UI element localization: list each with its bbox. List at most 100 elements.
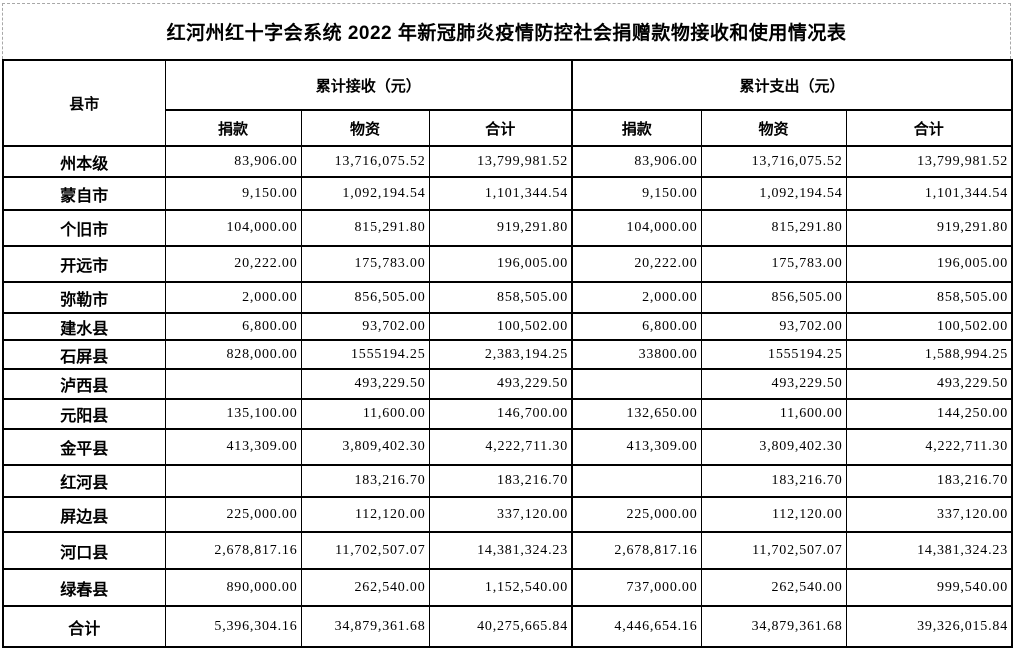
recv-total-cell: 196,005.00 xyxy=(428,245,573,283)
recv-goods-cell: 183,216.70 xyxy=(300,464,430,498)
spend-goods-cell: 1555194.25 xyxy=(700,339,847,370)
spend-goods-cell: 183,216.70 xyxy=(700,464,847,498)
spend-donation-cell: 9,150.00 xyxy=(571,176,702,211)
header-spend-total: 合计 xyxy=(845,109,1013,147)
county-name: 建水县 xyxy=(2,312,166,341)
spend-donation-cell: 83,906.00 xyxy=(571,145,702,178)
spend-total-cell: 999,540.00 xyxy=(845,568,1013,607)
county-name: 金平县 xyxy=(2,428,166,466)
recv-donation-cell: 5,396,304.16 xyxy=(164,605,302,648)
county-name: 石屏县 xyxy=(2,339,166,370)
recv-goods-cell: 34,879,361.68 xyxy=(300,605,430,648)
table-header: 县市 累计接收（元） 累计支出（元） 捐款 物资 合计 捐款 物资 合计 xyxy=(2,59,1013,147)
county-name: 屏边县 xyxy=(2,496,166,533)
recv-goods-cell: 856,505.00 xyxy=(300,281,430,314)
recv-goods-cell: 1555194.25 xyxy=(300,339,430,370)
table-body: 州本级 83,906.00 13,716,075.52 13,799,981.5… xyxy=(2,145,1013,648)
recv-donation-cell: 9,150.00 xyxy=(164,176,302,211)
spend-total-cell: 493,229.50 xyxy=(845,368,1013,400)
recv-goods-cell: 3,809,402.30 xyxy=(300,428,430,466)
spend-total-cell: 13,799,981.52 xyxy=(845,145,1013,178)
recv-goods-cell: 11,702,507.07 xyxy=(300,531,430,570)
table-row: 红河县 183,216.70 183,216.70 183,216.70 183… xyxy=(2,464,1013,498)
spreadsheet-page: 红河州红十字会系统 2022 年新冠肺炎疫情防控社会捐赠款物接收和使用情况表 县… xyxy=(2,3,1013,648)
spend-donation-cell: 6,800.00 xyxy=(571,312,702,341)
spend-total-cell: 39,326,015.84 xyxy=(845,605,1013,648)
county-name: 开远市 xyxy=(2,245,166,283)
spend-total-cell: 100,502.00 xyxy=(845,312,1013,341)
recv-donation-cell: 2,000.00 xyxy=(164,281,302,314)
donation-table: 县市 累计接收（元） 累计支出（元） 捐款 物资 合计 捐款 物资 合计 州本级… xyxy=(2,59,1013,648)
header-recv-donation: 捐款 xyxy=(164,109,302,147)
table-row: 元阳县 135,100.00 11,600.00 146,700.00 132,… xyxy=(2,398,1013,430)
county-name: 合计 xyxy=(2,605,166,648)
spend-total-cell: 1,101,344.54 xyxy=(845,176,1013,211)
recv-donation-cell: 20,222.00 xyxy=(164,245,302,283)
recv-goods-cell: 175,783.00 xyxy=(300,245,430,283)
recv-goods-cell: 815,291.80 xyxy=(300,209,430,247)
table-row: 金平县 413,309.00 3,809,402.30 4,222,711.30… xyxy=(2,428,1013,466)
spend-total-cell: 183,216.70 xyxy=(845,464,1013,498)
spend-goods-cell: 493,229.50 xyxy=(700,368,847,400)
recv-total-cell: 2,383,194.25 xyxy=(428,339,573,370)
recv-goods-cell: 11,600.00 xyxy=(300,398,430,430)
recv-total-cell: 493,229.50 xyxy=(428,368,573,400)
recv-total-cell: 40,275,665.84 xyxy=(428,605,573,648)
table-row: 州本级 83,906.00 13,716,075.52 13,799,981.5… xyxy=(2,145,1013,178)
recv-donation-cell: 2,678,817.16 xyxy=(164,531,302,570)
county-name: 蒙自市 xyxy=(2,176,166,211)
spend-donation-cell: 2,000.00 xyxy=(571,281,702,314)
table-row: 个旧市 104,000.00 815,291.80 919,291.80 104… xyxy=(2,209,1013,247)
spend-goods-cell: 11,702,507.07 xyxy=(700,531,847,570)
spend-donation-cell: 132,650.00 xyxy=(571,398,702,430)
recv-total-cell: 1,101,344.54 xyxy=(428,176,573,211)
county-name: 州本级 xyxy=(2,145,166,178)
recv-total-cell: 919,291.80 xyxy=(428,209,573,247)
header-spend-donation: 捐款 xyxy=(571,109,702,147)
recv-donation-cell: 83,906.00 xyxy=(164,145,302,178)
table-row: 建水县 6,800.00 93,702.00 100,502.00 6,800.… xyxy=(2,312,1013,341)
recv-total-cell: 146,700.00 xyxy=(428,398,573,430)
recv-goods-cell: 13,716,075.52 xyxy=(300,145,430,178)
recv-donation-cell: 225,000.00 xyxy=(164,496,302,533)
header-recv-total: 合计 xyxy=(428,109,573,147)
table-row: 蒙自市 9,150.00 1,092,194.54 1,101,344.54 9… xyxy=(2,176,1013,211)
county-name: 元阳县 xyxy=(2,398,166,430)
spend-goods-cell: 3,809,402.30 xyxy=(700,428,847,466)
header-received-group: 累计接收（元） xyxy=(164,59,573,111)
recv-goods-cell: 112,120.00 xyxy=(300,496,430,533)
county-name: 弥勒市 xyxy=(2,281,166,314)
spend-total-cell: 144,250.00 xyxy=(845,398,1013,430)
table-row: 绿春县 890,000.00 262,540.00 1,152,540.00 7… xyxy=(2,568,1013,607)
recv-total-cell: 4,222,711.30 xyxy=(428,428,573,466)
header-spent-group: 累计支出（元） xyxy=(571,59,1013,111)
table-row: 屏边县 225,000.00 112,120.00 337,120.00 225… xyxy=(2,496,1013,533)
recv-total-cell: 13,799,981.52 xyxy=(428,145,573,178)
table-row: 河口县 2,678,817.16 11,702,507.07 14,381,32… xyxy=(2,531,1013,570)
spend-total-cell: 919,291.80 xyxy=(845,209,1013,247)
spend-donation-cell: 104,000.00 xyxy=(571,209,702,247)
spend-donation-cell: 413,309.00 xyxy=(571,428,702,466)
recv-goods-cell: 262,540.00 xyxy=(300,568,430,607)
recv-donation-cell: 6,800.00 xyxy=(164,312,302,341)
recv-donation-cell: 413,309.00 xyxy=(164,428,302,466)
recv-total-cell: 14,381,324.23 xyxy=(428,531,573,570)
spend-total-cell: 337,120.00 xyxy=(845,496,1013,533)
recv-total-cell: 858,505.00 xyxy=(428,281,573,314)
spend-donation-cell xyxy=(571,368,702,400)
county-name: 个旧市 xyxy=(2,209,166,247)
recv-donation-cell: 828,000.00 xyxy=(164,339,302,370)
spend-goods-cell: 856,505.00 xyxy=(700,281,847,314)
header-recv-goods: 物资 xyxy=(300,109,430,147)
spend-donation-cell: 33800.00 xyxy=(571,339,702,370)
table-row: 泸西县 493,229.50 493,229.50 493,229.50 493… xyxy=(2,368,1013,400)
recv-goods-cell: 93,702.00 xyxy=(300,312,430,341)
recv-goods-cell: 493,229.50 xyxy=(300,368,430,400)
spend-total-cell: 196,005.00 xyxy=(845,245,1013,283)
recv-total-cell: 100,502.00 xyxy=(428,312,573,341)
spend-total-cell: 1,588,994.25 xyxy=(845,339,1013,370)
spend-total-cell: 4,222,711.30 xyxy=(845,428,1013,466)
spend-goods-cell: 34,879,361.68 xyxy=(700,605,847,648)
spend-goods-cell: 815,291.80 xyxy=(700,209,847,247)
recv-donation-cell xyxy=(164,368,302,400)
